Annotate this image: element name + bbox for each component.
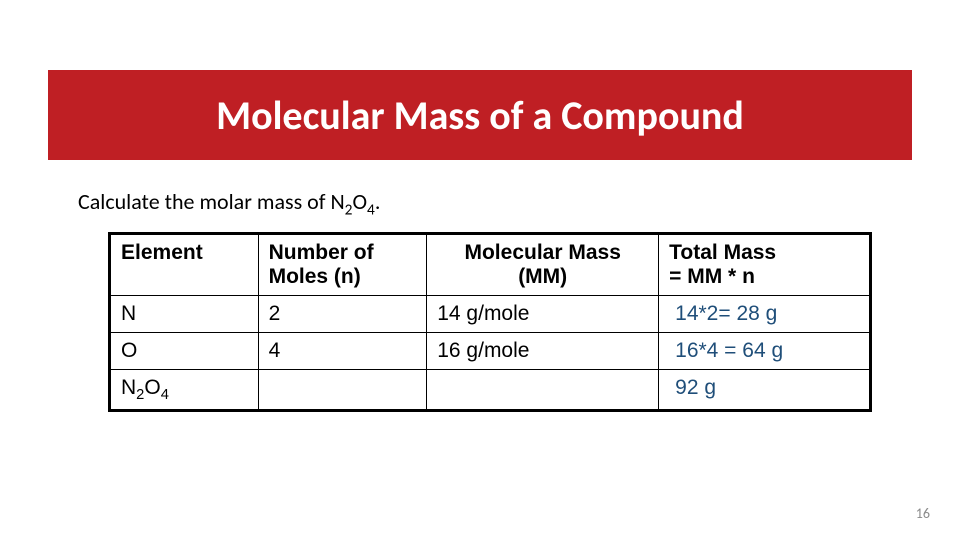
subtitle-text-3: . (375, 188, 381, 215)
subtitle-text-2: O (352, 188, 367, 215)
page-number: 16 (916, 505, 930, 522)
col-header-moles-l2: Moles (n) (269, 265, 361, 288)
col-header-moles: Number of Moles (n) (258, 235, 427, 296)
cell-compound: N2O4 (111, 370, 259, 410)
col-header-mm: Molecular Mass (MM) (427, 235, 659, 296)
cell-element: N (111, 296, 259, 333)
compound-pre: N (121, 376, 136, 399)
subtitle-text-1: Calculate the molar mass of N (78, 188, 345, 215)
cell-n: 4 (258, 333, 427, 370)
col-header-total-l2: = MM * n (669, 265, 755, 288)
table-header-row: Element Number of Moles (n) Molecular Ma… (111, 235, 870, 296)
compound-mid: O (144, 376, 160, 399)
slide-title: Molecular Mass of a Compound (216, 91, 744, 140)
cell-n: 2 (258, 296, 427, 333)
molar-mass-table: Element Number of Moles (n) Molecular Ma… (108, 232, 872, 412)
cell-empty (427, 370, 659, 410)
subtitle-sub-2: 4 (367, 200, 375, 219)
cell-total: 16*4 = 64 g (659, 333, 870, 370)
table-row: N 2 14 g/mole 14*2= 28 g (111, 296, 870, 333)
cell-empty (258, 370, 427, 410)
cell-total-final: 92 g (659, 370, 870, 410)
col-header-mm-l1: Molecular Mass (464, 241, 620, 264)
cell-mm: 16 g/mole (427, 333, 659, 370)
title-bar: Molecular Mass of a Compound (48, 70, 912, 160)
compound-sub2: 4 (161, 387, 169, 403)
subtitle: Calculate the molar mass of N2O4. (78, 188, 380, 219)
slide: Molecular Mass of a Compound Calculate t… (0, 0, 960, 540)
table-row: O 4 16 g/mole 16*4 = 64 g (111, 333, 870, 370)
col-header-mm-l2: (MM) (518, 265, 567, 288)
col-header-total: Total Mass = MM * n (659, 235, 870, 296)
table-footer-row: N2O4 92 g (111, 370, 870, 410)
col-header-total-l1: Total Mass (669, 241, 776, 264)
col-header-moles-l1: Number of (269, 241, 374, 264)
cell-total: 14*2= 28 g (659, 296, 870, 333)
cell-mm: 14 g/mole (427, 296, 659, 333)
cell-element: O (111, 333, 259, 370)
col-header-element: Element (111, 235, 259, 296)
